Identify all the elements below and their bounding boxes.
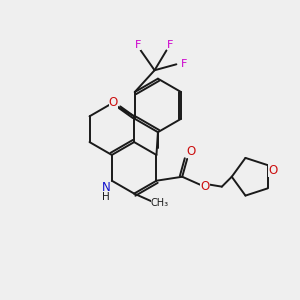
Text: O: O [200,180,210,193]
Text: F: F [167,40,174,50]
Text: O: O [268,164,277,177]
Text: O: O [187,146,196,158]
Text: CH₃: CH₃ [151,199,169,208]
Text: O: O [109,96,118,109]
Text: H: H [102,192,110,202]
Text: N: N [101,181,110,194]
Text: F: F [134,40,141,50]
Text: F: F [181,59,188,69]
